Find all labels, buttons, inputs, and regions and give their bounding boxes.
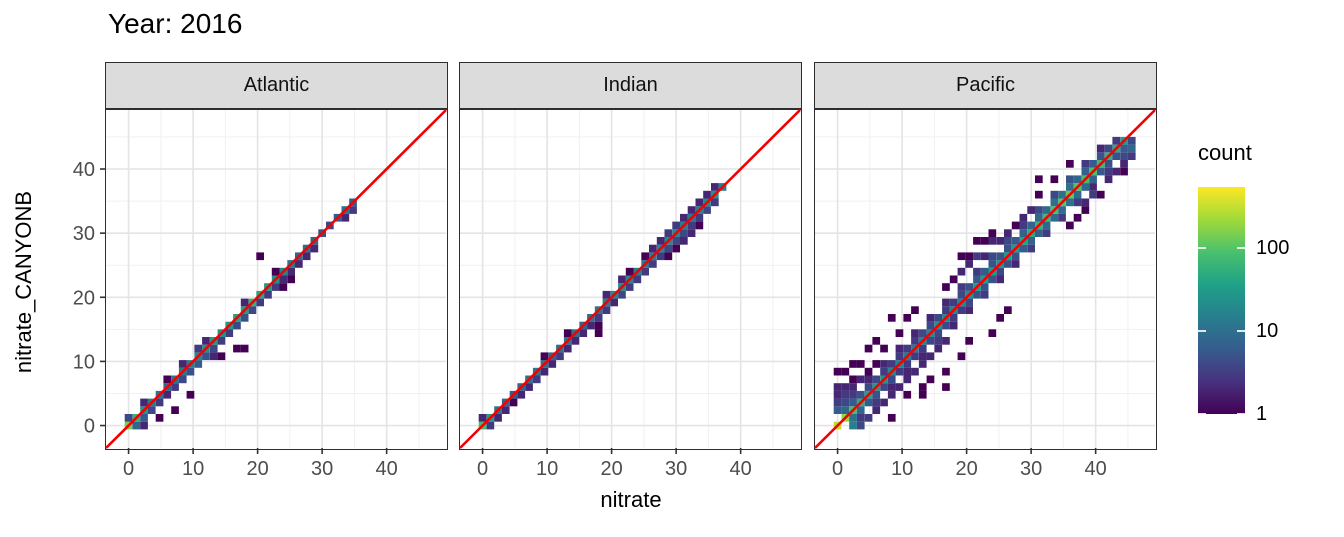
svg-text:0: 0 xyxy=(84,416,95,438)
legend-tick-label: 1 xyxy=(1256,403,1268,425)
facet-strip-label: Pacific xyxy=(956,74,1015,96)
svg-text:0: 0 xyxy=(832,458,843,480)
y-axis-title: nitrate_CANYONB xyxy=(11,190,36,374)
svg-text:30: 30 xyxy=(1020,458,1042,480)
legend-tick-mark xyxy=(1237,413,1245,415)
legend-tick-label: 10 xyxy=(1256,320,1279,342)
facet-panel-pacific: 0 10 20 30 40 xyxy=(814,109,1157,480)
facet-strip-label: Indian xyxy=(603,74,658,96)
svg-text:20: 20 xyxy=(955,458,977,480)
svg-text:10: 10 xyxy=(182,458,204,480)
facet-panel-atlantic: 0 10 20 30 40 0 10 20 30 40 xyxy=(73,109,448,480)
legend-tick-mark xyxy=(1237,330,1245,332)
legend-colorbar xyxy=(1198,187,1245,414)
legend-tick-mark xyxy=(1198,247,1206,249)
svg-text:40: 40 xyxy=(73,159,95,181)
indian-plot-area: 0 10 20 30 40 xyxy=(459,109,801,480)
svg-text:20: 20 xyxy=(73,287,95,309)
legend: count 100 10 1 xyxy=(1198,140,1344,440)
svg-text:10: 10 xyxy=(891,458,913,480)
plot-title: Year: 2016 xyxy=(108,8,243,39)
x-axis-title: nitrate xyxy=(600,487,662,512)
legend-tick-mark xyxy=(1237,247,1245,249)
svg-text:20: 20 xyxy=(246,458,268,480)
legend-tick-mark xyxy=(1198,413,1206,415)
svg-text:20: 20 xyxy=(600,458,622,480)
svg-text:30: 30 xyxy=(73,223,95,245)
svg-text:40: 40 xyxy=(376,458,398,480)
svg-text:30: 30 xyxy=(311,458,333,480)
svg-text:40: 40 xyxy=(730,458,752,480)
svg-text:30: 30 xyxy=(665,458,687,480)
facet-strip-atlantic: Atlantic xyxy=(105,62,448,109)
facet-strip-indian: Indian xyxy=(459,62,802,109)
facet-strip-pacific: Pacific xyxy=(814,62,1157,109)
legend-title: count xyxy=(1198,140,1252,165)
pacific-plot-area: 0 10 20 30 40 xyxy=(814,109,1156,480)
svg-text:0: 0 xyxy=(477,458,488,480)
svg-text:0: 0 xyxy=(123,458,134,480)
svg-text:10: 10 xyxy=(73,351,95,373)
facet-panel-indian: 0 10 20 30 40 xyxy=(459,109,802,480)
facet-strip-label: Atlantic xyxy=(243,74,310,96)
legend-tick-mark xyxy=(1198,330,1206,332)
atlantic-plot-area: 0 10 20 30 40 0 10 20 30 40 xyxy=(73,109,447,480)
svg-text:40: 40 xyxy=(1085,458,1107,480)
svg-text:10: 10 xyxy=(536,458,558,480)
legend-tick-label: 100 xyxy=(1256,237,1290,259)
